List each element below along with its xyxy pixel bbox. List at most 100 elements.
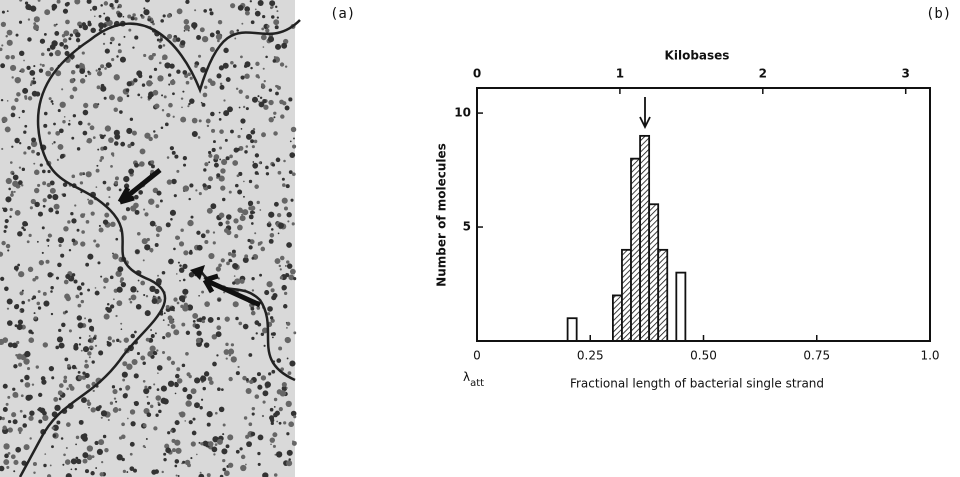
- speck: [88, 335, 91, 337]
- speck: [46, 238, 50, 242]
- speck: [128, 168, 135, 175]
- speck: [136, 70, 143, 77]
- speck: [65, 273, 71, 279]
- speck: [156, 297, 162, 304]
- speck: [52, 424, 59, 431]
- speck: [286, 432, 290, 436]
- speck: [114, 180, 119, 185]
- speck: [87, 318, 92, 323]
- speck: [160, 19, 164, 23]
- speck: [176, 367, 181, 372]
- speck: [188, 420, 193, 425]
- speck: [70, 275, 74, 279]
- speck: [130, 141, 135, 147]
- speck: [32, 461, 37, 467]
- speck: [287, 220, 290, 223]
- speck: [241, 22, 244, 25]
- speck: [79, 181, 84, 185]
- speck: [293, 331, 297, 335]
- speck: [263, 80, 266, 83]
- speck: [0, 98, 4, 102]
- speck: [274, 25, 279, 30]
- speck: [230, 129, 234, 134]
- speck: [108, 196, 111, 199]
- speck: [78, 343, 82, 346]
- speck: [58, 383, 64, 388]
- speck: [58, 243, 62, 248]
- speck: [58, 328, 62, 333]
- speck: [235, 87, 239, 91]
- speck: [6, 29, 13, 36]
- panel-label: (a): [330, 6, 355, 22]
- speck: [19, 50, 25, 57]
- speck: [268, 88, 273, 92]
- speck: [167, 431, 171, 435]
- speck: [219, 129, 224, 134]
- speck: [185, 400, 192, 407]
- speck: [277, 232, 280, 235]
- speck: [260, 83, 265, 87]
- speck: [218, 65, 225, 71]
- speck: [176, 8, 183, 15]
- speck: [21, 109, 25, 113]
- speck: [223, 99, 226, 102]
- speck: [29, 437, 32, 440]
- speck: [55, 23, 58, 26]
- speck: [293, 415, 297, 419]
- speck: [133, 400, 139, 407]
- speck: [235, 371, 240, 376]
- speck: [167, 380, 175, 387]
- speck: [288, 170, 293, 174]
- speck: [102, 434, 107, 439]
- speck: [22, 87, 29, 94]
- speck: [219, 158, 222, 161]
- speck: [230, 3, 236, 9]
- speck: [211, 147, 216, 153]
- speck: [1, 240, 6, 246]
- speck: [87, 198, 90, 201]
- speck: [235, 449, 240, 454]
- speck: [155, 413, 159, 417]
- speck: [280, 367, 284, 371]
- speck: [217, 20, 223, 25]
- speck: [268, 372, 272, 376]
- speck: [151, 469, 157, 475]
- speck: [162, 14, 166, 18]
- speck: [49, 464, 52, 467]
- speck: [182, 288, 189, 295]
- speck: [81, 230, 85, 234]
- speck: [222, 197, 226, 202]
- speck: [244, 254, 249, 259]
- speck: [156, 233, 160, 238]
- speck: [286, 212, 292, 218]
- speck: [232, 301, 239, 308]
- arrow: [202, 273, 262, 308]
- speck: [24, 1, 29, 5]
- speck: [137, 93, 141, 97]
- speck: [63, 379, 68, 384]
- speck: [75, 456, 79, 460]
- speck: [105, 306, 109, 311]
- speck: [103, 146, 108, 151]
- speck: [10, 105, 16, 111]
- speck: [189, 98, 195, 104]
- speck: [55, 70, 62, 77]
- speck: [240, 75, 245, 80]
- speck: [31, 90, 38, 97]
- speck: [184, 420, 187, 422]
- speck: [218, 263, 222, 268]
- speck: [87, 20, 92, 25]
- speck: [18, 271, 25, 278]
- speck: [197, 136, 201, 139]
- speck: [117, 5, 120, 8]
- speck: [95, 467, 98, 469]
- speck: [90, 471, 95, 476]
- speck: [161, 470, 164, 474]
- speck: [31, 331, 34, 335]
- speck: [102, 42, 106, 45]
- speck: [0, 47, 3, 52]
- speck: [17, 180, 23, 185]
- speck: [226, 214, 232, 220]
- speck: [162, 44, 166, 47]
